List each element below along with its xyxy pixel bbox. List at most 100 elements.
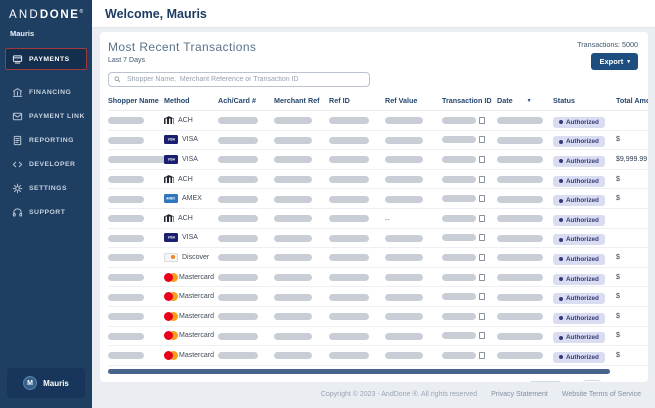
payment-method-label: ACH [178,116,193,124]
payment-method-icon: VISA [164,154,178,164]
sidebar-item-label: SETTINGS [29,184,67,192]
payment-method-icon: VISA [164,233,178,243]
shopper-name-placeholder [108,332,144,340]
transaction-id-placeholder [442,351,476,359]
status-dot-icon [559,335,563,340]
status-badge: Authorized [553,234,605,246]
ref-id-placeholder [329,117,369,125]
merchant-ref-placeholder [274,136,312,144]
total-amount-cell: $ [616,175,620,183]
page-size-select[interactable]: 10 ▼ [529,381,562,382]
search-input[interactable] [125,75,364,84]
copy-icon[interactable] [479,155,485,163]
status-dot-icon [559,237,563,242]
payment-method-icon: AMEX [164,194,178,204]
table-row[interactable]: VISA VISA Authorized $ [108,131,648,151]
page-button-1[interactable]: 1 [583,380,601,382]
export-label: Export [599,57,624,66]
sidebar-item-settings[interactable]: SETTINGS [0,176,92,200]
sidebar-item-payments[interactable]: PAYMENTS [5,48,87,70]
transaction-id-placeholder [442,214,476,222]
sort-caret-icon[interactable]: ▼ [526,97,532,104]
payment-method-label: Mastercard [178,293,214,301]
horizontal-scrollbar[interactable] [108,368,610,374]
table-row[interactable]: Mastercard Authorized $ [108,327,648,347]
sidebar-item-payment-link[interactable]: PAYMENT LINK [0,104,92,128]
footer: Copyright © 2023 - AndDone ®. All rights… [92,382,655,406]
ref-value-placeholder [385,176,423,184]
payment-method-icon [164,116,174,125]
profile-name: Mauris [43,378,69,388]
copy-icon[interactable] [479,136,485,144]
transaction-id-placeholder [442,195,476,203]
payment-method-label: Mastercard [178,332,214,340]
copy-icon[interactable] [479,175,485,183]
copy-icon[interactable] [479,351,485,359]
page-button-5[interactable]: 5 [608,381,624,382]
avatar: M [23,376,38,390]
copy-icon[interactable] [479,195,485,203]
registered-mark: ® [79,9,84,16]
sidebar: ANDDONE® Mauris PAYMENTS FINANCING PAYM [0,0,92,408]
table-row[interactable]: VISA VISA Authorized [108,229,648,249]
copy-icon[interactable] [479,234,485,242]
status-label: Authorized [566,314,599,322]
status-badge: Authorized [553,351,605,363]
privacy-statement-link[interactable]: Privacy Statement [491,390,548,398]
merchant-ref-placeholder [274,313,312,321]
status-dot-icon [559,198,563,203]
status-label: Authorized [566,138,599,146]
account-number-placeholder [218,215,258,223]
account-number-placeholder [218,234,258,242]
copy-icon[interactable] [479,293,485,301]
account-number-placeholder [218,156,258,164]
status-dot-icon [559,179,563,184]
copy-icon[interactable] [479,273,485,281]
sidebar-item-support[interactable]: SUPPORT [0,200,92,224]
payment-method-label: ACH [178,214,193,222]
table-row[interactable]: Mastercard Authorized $ [108,346,648,366]
table-row[interactable]: Mastercard Authorized $ [108,307,648,327]
sidebar-item-financing[interactable]: FINANCING [0,80,92,104]
date-placeholder [497,254,543,262]
sidebar-item-developer[interactable]: DEVELOPER [0,152,92,176]
status-label: Authorized [566,334,599,342]
merchant-ref-placeholder [274,332,312,340]
copy-icon[interactable] [479,332,485,340]
copy-icon[interactable] [479,214,485,222]
ref-id-placeholder [329,293,369,301]
payment-method-icon [164,311,178,321]
table-row[interactable]: ACH Authorized $ [108,170,648,190]
status-dot-icon [559,355,563,360]
account-number-placeholder [218,176,258,184]
payment-method-label: VISA [182,234,198,242]
status-dot-icon [559,139,563,144]
date-placeholder [497,293,543,301]
sidebar-item-reporting[interactable]: REPORTING [0,128,92,152]
table-row[interactable]: AMEX AMEX Authorized $ [108,189,648,209]
ref-value-placeholder [385,254,423,262]
account-number-placeholder [218,352,258,360]
table-row[interactable]: ACH Authorized [108,111,648,131]
user-profile[interactable]: M Mauris [7,368,85,398]
ref-id-placeholder [329,332,369,340]
total-amount-cell: $ [616,312,620,320]
table-row[interactable]: Discover Authorized $ [108,248,648,268]
payment-link-icon [12,111,23,122]
search-field[interactable] [108,72,370,87]
terms-of-service-link[interactable]: Website Terms of Service [561,390,641,398]
ref-id-placeholder [329,215,369,223]
copy-icon[interactable] [479,253,485,261]
panel-subtitle: Last 7 Days [108,57,145,64]
column-header-total-amount: Total Amount [616,96,648,105]
table-row[interactable]: Mastercard Authorized $ [108,287,648,307]
table-row[interactable]: ACH -- Authorized [108,209,648,229]
copy-icon[interactable] [479,312,485,320]
date-placeholder [497,136,543,144]
copy-icon[interactable] [479,116,485,124]
export-button[interactable]: Export ▾ [591,53,638,70]
table-row[interactable]: Mastercard Authorized $ [108,268,648,288]
table-row[interactable]: VISA VISA Authorized $9,999.99 [108,150,648,170]
column-header-date[interactable]: Date ▼ [497,96,532,105]
status-badge: Authorized [553,253,605,265]
